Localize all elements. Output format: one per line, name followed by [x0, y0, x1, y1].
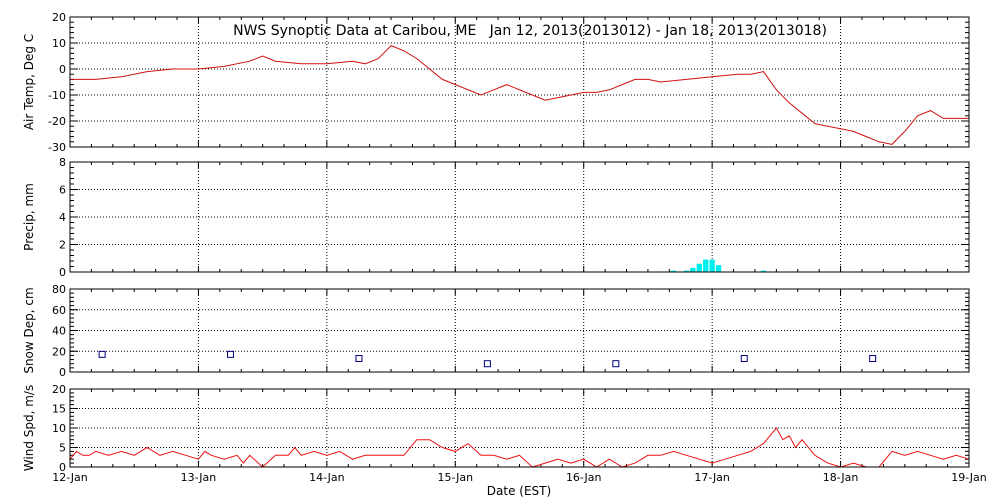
snow-marker	[612, 360, 620, 368]
x-axis-label: Date (EST)	[487, 484, 551, 498]
x-tick-label: 18-Jan	[823, 471, 859, 484]
panel-4: 0 5 10 15 20 Wind Spd, m/s	[22, 383, 970, 474]
panel-2: 0 2 4 6 8 Precip, mm	[22, 156, 970, 279]
x-tick-label: 14-Jan	[309, 471, 345, 484]
panel-frame	[69, 388, 970, 468]
series-line	[69, 427, 970, 468]
y-tick-label: 80	[52, 283, 66, 296]
snow-marker	[869, 355, 877, 363]
x-tick-labels: 12-Jan 13-Jan 14-Jan 15-Jan 16-Jan 17-Jan 18-J…	[52, 471, 987, 484]
y-tick-label: -20	[48, 115, 66, 128]
x-tick-label: 19-Jan	[951, 471, 987, 484]
snow-marker	[227, 350, 235, 358]
y-tick-label: -10	[48, 89, 66, 102]
x-tick-label: 13-Jan	[181, 471, 217, 484]
y-tick-label: 10	[52, 37, 66, 50]
y-tick-label: -30	[48, 141, 66, 154]
precip-bar	[703, 259, 709, 272]
y-tick-label: 15	[52, 403, 66, 416]
precip-bar	[696, 263, 702, 272]
x-tick-label: 16-Jan	[566, 471, 602, 484]
x-tick-label: 15-Jan	[438, 471, 474, 484]
snow-marker	[740, 355, 748, 363]
snow-marker	[98, 350, 106, 358]
y-tick-label: 0	[59, 63, 66, 76]
y-tick-label: 2	[59, 239, 66, 252]
y-tick-label: 20	[52, 345, 66, 358]
series-line	[70, 45, 969, 145]
precip-bar	[715, 265, 722, 272]
y-tick-label: 8	[59, 156, 66, 169]
y-tick-label: 0	[59, 366, 66, 379]
y-tick-label: 10	[52, 422, 66, 435]
y-axis-label: Wind Spd, m/s	[22, 385, 36, 471]
precip-bar	[690, 267, 696, 272]
y-tick-label: 6	[59, 184, 66, 197]
y-tick-label: 5	[59, 442, 66, 455]
y-tick-label: 4	[59, 211, 66, 224]
panel-frame	[69, 16, 970, 148]
y-tick-label: 20	[52, 383, 66, 396]
y-axis-label: Air Temp, Deg C	[22, 34, 36, 130]
snow-marker	[355, 355, 363, 363]
y-tick-label: 20	[52, 11, 66, 24]
panel-3: 0 20 40 60 80 Snow Dep, cm	[22, 283, 970, 379]
y-axis-label: Snow Dep, cm	[22, 287, 36, 373]
precip-bar	[709, 259, 715, 272]
x-tick-label: 17-Jan	[694, 471, 730, 484]
precip-bar	[760, 270, 767, 272]
y-axis-label: Precip, mm	[22, 183, 36, 251]
panels: -30 -20 -10 0 10 20 Air Temp, Deg C 0 2 4 6 8 Precip…	[22, 11, 987, 484]
panel-1: -30 -20 -10 0 10 20 Air Temp, Deg C	[22, 11, 970, 154]
panel-frame	[69, 161, 970, 273]
chart-title: NWS Synoptic Data at Caribou, ME Jan 12,…	[233, 23, 827, 39]
y-tick-label: 60	[52, 304, 66, 317]
y-tick-label: 0	[59, 266, 66, 279]
precip-bar	[670, 270, 677, 272]
y-tick-label: 40	[52, 325, 66, 338]
x-tick-label: 12-Jan	[52, 471, 88, 484]
snow-marker	[483, 360, 491, 368]
y-tick-label: 0	[59, 461, 66, 474]
precip-bar	[683, 270, 690, 272]
panel-frame	[69, 288, 970, 373]
